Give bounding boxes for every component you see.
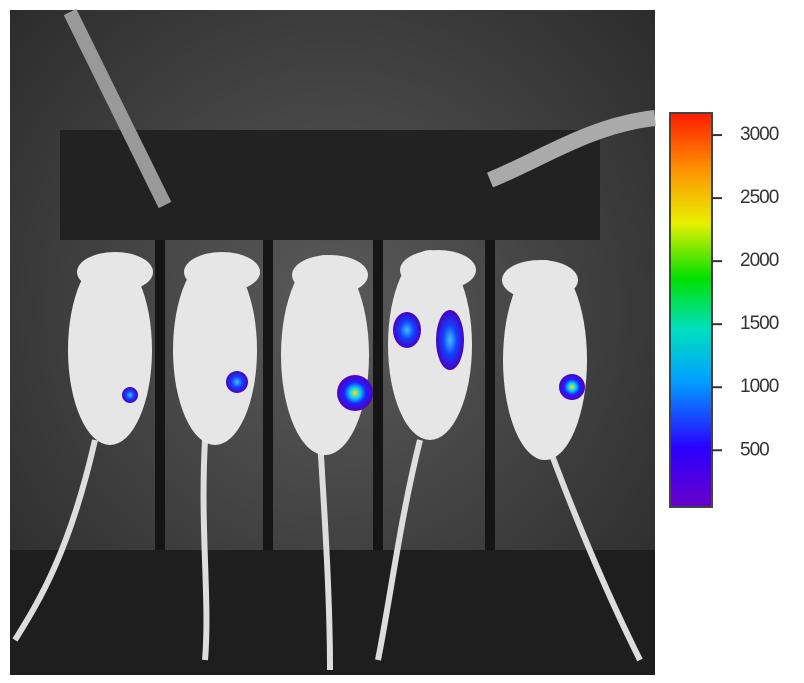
colorbar-ticks: 500 1000 1500 2000 2500 3000 (712, 124, 779, 460)
tick-label: 2500 (740, 187, 779, 208)
scene: 500 1000 1500 2000 2500 3000 (0, 0, 804, 683)
photo (10, 10, 655, 675)
tick-label: 1500 (740, 313, 779, 334)
tick-label: 500 (740, 439, 769, 460)
tick-label: 3000 (740, 124, 779, 145)
tick-label: 1000 (740, 376, 779, 397)
colorbar (670, 113, 712, 507)
tick-label: 2000 (740, 250, 779, 271)
